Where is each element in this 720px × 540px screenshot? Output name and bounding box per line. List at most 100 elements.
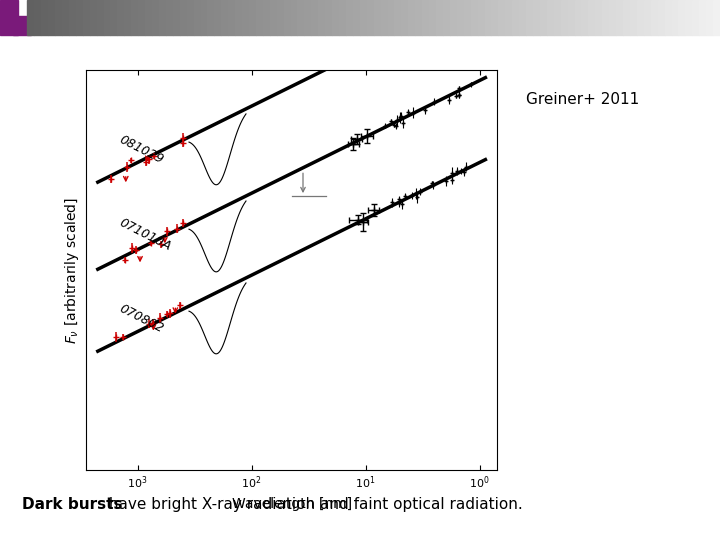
X-axis label: Wavelength [nm]: Wavelength [nm] (232, 497, 351, 511)
Bar (0, 0, 18, 35)
Bar (415, 0, 422, 35)
Bar (575, 0, 582, 35)
Bar (657, 0, 665, 35)
Text: Greiner+ 2011: Greiner+ 2011 (526, 92, 639, 107)
Bar (180, 0, 186, 35)
Bar (41, 0, 48, 35)
Bar (276, 0, 284, 35)
Bar (55, 0, 62, 35)
Bar (616, 0, 623, 35)
Bar (381, 0, 387, 35)
Bar (547, 0, 554, 35)
Bar (104, 0, 110, 35)
Bar (699, 0, 706, 35)
Bar (464, 0, 471, 35)
Bar (305, 0, 311, 35)
Bar (498, 0, 505, 35)
Bar (138, 0, 145, 35)
Bar (422, 0, 429, 35)
Bar (166, 0, 173, 35)
Bar (685, 0, 693, 35)
Bar (644, 0, 651, 35)
Bar (456, 0, 464, 35)
Bar (436, 0, 443, 35)
Bar (485, 0, 492, 35)
Bar (395, 0, 401, 35)
Bar (588, 0, 595, 35)
Bar (339, 0, 346, 35)
Bar (249, 0, 256, 35)
Bar (125, 0, 131, 35)
Bar (609, 0, 616, 35)
Bar (173, 0, 180, 35)
Bar (242, 0, 249, 35)
Bar (159, 0, 166, 35)
Text: 081029: 081029 (117, 133, 166, 167)
Bar (152, 0, 159, 35)
Bar (110, 0, 117, 35)
Bar (401, 0, 408, 35)
Bar (623, 0, 630, 35)
Bar (505, 0, 512, 35)
Bar (471, 0, 477, 35)
Bar (145, 0, 152, 35)
Bar (477, 0, 485, 35)
Bar (117, 0, 125, 35)
Bar (256, 0, 263, 35)
Bar (332, 0, 339, 35)
Bar (519, 0, 526, 35)
Bar (13, 16, 31, 35)
Bar (672, 0, 678, 35)
Bar (207, 0, 215, 35)
Bar (325, 0, 332, 35)
Bar (263, 0, 270, 35)
Bar (235, 0, 242, 35)
Bar (360, 0, 366, 35)
Bar (96, 0, 104, 35)
Bar (387, 0, 395, 35)
Bar (429, 0, 436, 35)
Bar (27, 0, 35, 35)
Bar (366, 0, 374, 35)
Bar (554, 0, 561, 35)
Bar (374, 0, 381, 35)
Bar (83, 0, 90, 35)
Text: 070802: 070802 (117, 302, 166, 336)
Bar (630, 0, 637, 35)
Bar (567, 0, 575, 35)
Bar (76, 0, 83, 35)
Bar (186, 0, 194, 35)
Text: have bright X-ray radiation and faint optical radiation.: have bright X-ray radiation and faint op… (104, 497, 523, 512)
Bar (346, 0, 353, 35)
Bar (713, 0, 720, 35)
Bar (582, 0, 588, 35)
Bar (291, 0, 297, 35)
Bar (665, 0, 672, 35)
Bar (62, 0, 69, 35)
Bar (706, 0, 713, 35)
Text: Dark bursts: Dark bursts (22, 497, 122, 512)
Bar (35, 0, 41, 35)
Bar (318, 0, 325, 35)
Text: 071010A: 071010A (117, 217, 174, 254)
Bar (443, 0, 450, 35)
Bar (48, 0, 55, 35)
Bar (221, 0, 228, 35)
Bar (297, 0, 305, 35)
Bar (561, 0, 567, 35)
Bar (678, 0, 685, 35)
Bar (69, 0, 76, 35)
Bar (194, 0, 200, 35)
Bar (90, 0, 96, 35)
Bar (595, 0, 602, 35)
Bar (408, 0, 415, 35)
Bar (533, 0, 540, 35)
Bar (602, 0, 609, 35)
Bar (651, 0, 657, 35)
Bar (526, 0, 533, 35)
Y-axis label: $F_\nu$ [arbitrarily scaled]: $F_\nu$ [arbitrarily scaled] (63, 197, 81, 343)
Bar (492, 0, 498, 35)
Bar (693, 0, 699, 35)
Bar (311, 0, 318, 35)
Bar (200, 0, 207, 35)
